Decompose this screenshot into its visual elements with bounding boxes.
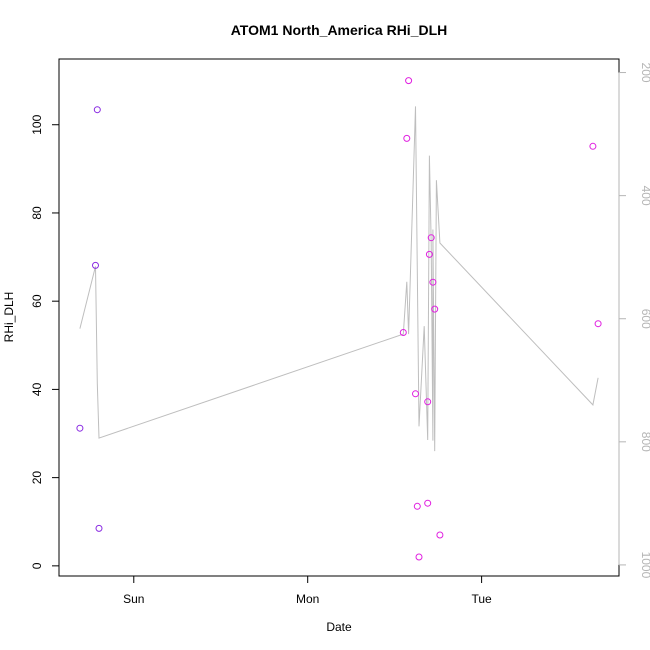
y2-tick-label: 1000 (639, 552, 650, 579)
x-axis-label: Date (326, 620, 352, 634)
data-point (589, 142, 597, 150)
series-line (79, 106, 599, 452)
x-tick-label: Mon (296, 592, 319, 606)
data-point (429, 278, 437, 286)
data-point (76, 424, 84, 432)
data-point (427, 234, 435, 242)
y2-tick-label: 800 (639, 432, 650, 452)
data-point (92, 261, 99, 269)
data-point (403, 134, 411, 142)
x-tick-label: Sun (123, 592, 144, 606)
y-tick-label: 0 (30, 562, 44, 569)
data-point (431, 305, 439, 313)
y-tick-label: 20 (30, 471, 44, 485)
data-point (399, 329, 407, 336)
data-point (424, 499, 432, 507)
y2-tick-label: 600 (639, 309, 650, 329)
y-tick-label: 60 (30, 294, 44, 308)
data-point (412, 390, 419, 398)
y-axis-left: 0 20 40 60 80 100 (30, 114, 60, 569)
series-line-group (79, 106, 599, 452)
x-tick-label: Tue (471, 592, 492, 606)
data-point (415, 553, 423, 561)
y-tick-label: 100 (30, 114, 44, 134)
y-tick-label: 40 (30, 382, 44, 396)
y-axis-right: 200 400 600 800 1000 (618, 63, 650, 579)
data-point (436, 531, 444, 539)
data-point (405, 77, 413, 85)
data-point (594, 320, 602, 328)
x-axis: Sun Mon Tue (123, 575, 492, 606)
data-point (93, 106, 101, 114)
y-axis-label: RHi_DLH (2, 292, 16, 343)
y2-tick-label: 400 (639, 186, 650, 206)
y2-tick-label: 200 (639, 63, 650, 83)
data-point (95, 524, 103, 532)
chart-title: ATOM1 North_America RHi_DLH (231, 22, 448, 38)
data-points-group (76, 77, 602, 561)
data-point (425, 250, 433, 258)
data-point (413, 502, 421, 510)
y-tick-label: 80 (30, 206, 44, 220)
data-point (424, 398, 432, 406)
